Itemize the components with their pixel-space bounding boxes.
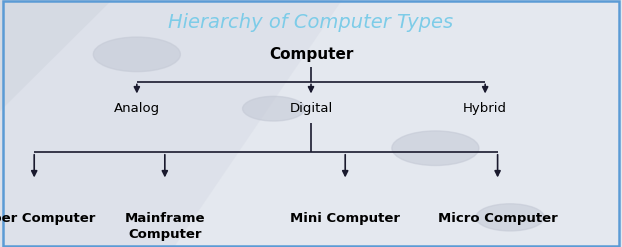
Circle shape: [243, 96, 305, 121]
Text: Micro Computer: Micro Computer: [438, 212, 557, 226]
Text: Mainframe
Computer: Mainframe Computer: [124, 212, 205, 241]
Polygon shape: [0, 0, 342, 247]
Text: Digital: Digital: [289, 102, 333, 115]
Text: Mini Computer: Mini Computer: [290, 212, 400, 226]
Text: Hierarchy of Computer Types: Hierarchy of Computer Types: [169, 13, 453, 32]
Circle shape: [476, 204, 544, 231]
Text: Super Computer: Super Computer: [0, 212, 95, 226]
Circle shape: [392, 131, 479, 165]
Text: Hybrid: Hybrid: [463, 102, 507, 115]
Circle shape: [93, 37, 180, 72]
Text: Analog: Analog: [114, 102, 160, 115]
Polygon shape: [0, 0, 112, 111]
Text: Computer: Computer: [269, 47, 353, 62]
